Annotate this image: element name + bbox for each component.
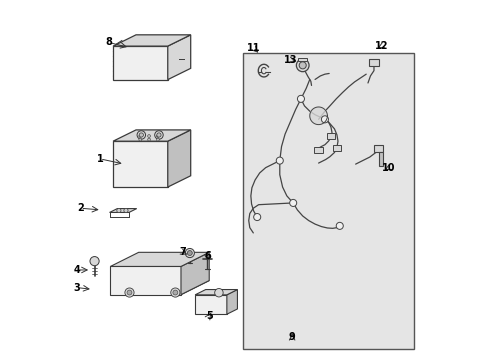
Text: 10: 10 — [382, 163, 395, 173]
Text: 2: 2 — [77, 203, 83, 213]
Polygon shape — [326, 133, 334, 139]
Circle shape — [147, 135, 150, 138]
Polygon shape — [113, 130, 190, 141]
Circle shape — [297, 95, 304, 102]
Polygon shape — [373, 145, 383, 152]
Circle shape — [90, 257, 99, 266]
Polygon shape — [368, 59, 378, 66]
Polygon shape — [113, 141, 167, 187]
Text: 12: 12 — [375, 41, 388, 51]
Circle shape — [336, 222, 343, 229]
Polygon shape — [195, 295, 226, 314]
Polygon shape — [110, 266, 181, 294]
Text: 3: 3 — [73, 283, 80, 293]
Text: 9: 9 — [288, 332, 295, 342]
Text: 5: 5 — [205, 311, 212, 321]
Circle shape — [139, 138, 142, 141]
Circle shape — [139, 135, 142, 138]
Circle shape — [127, 290, 132, 295]
Polygon shape — [195, 289, 237, 295]
Text: 13: 13 — [283, 55, 297, 65]
Circle shape — [124, 288, 134, 297]
Polygon shape — [226, 289, 237, 314]
Circle shape — [156, 138, 159, 141]
Circle shape — [117, 208, 121, 213]
Circle shape — [289, 199, 296, 207]
Circle shape — [296, 59, 308, 72]
Polygon shape — [181, 252, 209, 294]
FancyBboxPatch shape — [242, 53, 413, 349]
Circle shape — [156, 135, 159, 138]
Circle shape — [123, 208, 128, 213]
Circle shape — [139, 133, 143, 137]
Text: 6: 6 — [203, 251, 210, 261]
Circle shape — [214, 288, 223, 297]
Circle shape — [185, 248, 194, 258]
Polygon shape — [109, 208, 137, 212]
Circle shape — [147, 138, 150, 141]
Polygon shape — [309, 107, 327, 125]
Polygon shape — [298, 58, 306, 61]
Circle shape — [137, 131, 145, 139]
Polygon shape — [378, 152, 383, 166]
Polygon shape — [314, 147, 322, 153]
Polygon shape — [332, 145, 341, 151]
Circle shape — [253, 213, 260, 221]
Polygon shape — [167, 35, 190, 80]
Polygon shape — [113, 35, 190, 46]
Text: 8: 8 — [105, 37, 112, 48]
Circle shape — [276, 157, 283, 164]
Text: 11: 11 — [246, 43, 260, 53]
Text: 1: 1 — [96, 154, 103, 164]
Circle shape — [170, 288, 180, 297]
Text: 7: 7 — [179, 247, 186, 257]
Circle shape — [154, 131, 163, 139]
Polygon shape — [110, 252, 209, 266]
Circle shape — [321, 116, 328, 123]
Circle shape — [157, 133, 161, 137]
Polygon shape — [113, 46, 167, 80]
Circle shape — [173, 290, 178, 295]
Circle shape — [187, 251, 192, 256]
Circle shape — [299, 62, 305, 69]
Polygon shape — [167, 130, 190, 187]
Polygon shape — [110, 280, 209, 294]
Text: 4: 4 — [73, 265, 80, 275]
